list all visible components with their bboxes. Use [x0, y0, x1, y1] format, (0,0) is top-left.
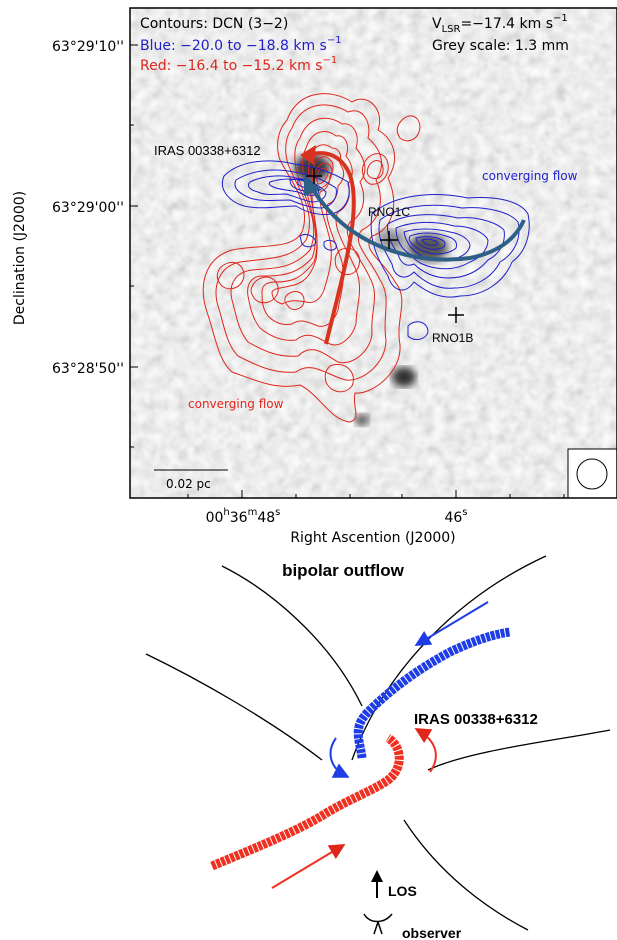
red-flow-arrow	[305, 151, 356, 345]
observer-label: observer	[402, 925, 462, 940]
label-converging-blue: converging flow	[482, 169, 578, 183]
ytick-label-2: 63°29'00''	[52, 200, 124, 216]
ytick-label-1: 63°29'10''	[52, 39, 124, 55]
label-iras: IRAS 00338+6312	[154, 143, 261, 158]
blue-flow-band	[353, 627, 511, 759]
greyscale-image	[130, 8, 617, 498]
red-flow-band	[210, 734, 404, 871]
xtick-label-1: 00h36m48s	[206, 507, 281, 526]
x-axis-ticks	[187, 490, 565, 498]
beam-ellipse	[576, 458, 608, 490]
source-markers	[306, 168, 464, 323]
schematic-iras-label: IRAS 00338+6312	[414, 711, 538, 728]
label-rno1b: RNO1B	[432, 331, 473, 345]
red-small-arc-arrow	[414, 727, 437, 773]
xlabel: Right Ascention (J2000)	[290, 530, 455, 546]
schematic-panel: bipolar outflow IRAS 00338+6312 LOS	[145, 555, 611, 940]
outflow-cavity-lines	[145, 555, 611, 931]
blue-small-arc-arrow	[329, 737, 350, 778]
legend-blue: Blue: −20.0 to −18.8 km s−1	[140, 35, 342, 54]
red-contours	[202, 93, 421, 423]
scalebar-label: 0.02 pc	[166, 477, 211, 491]
label-rno1c: RNO1C	[368, 205, 410, 219]
blue-arrowhead	[304, 174, 322, 196]
rno1c-cross	[380, 231, 398, 249]
ytick-label-3: 63°28'50''	[52, 361, 124, 377]
los-label: LOS	[388, 883, 417, 899]
y-axis-ticks	[130, 44, 138, 448]
ylabel: Declination (J2000)	[12, 191, 28, 325]
map-panel: IRAS 00338+6312 RNO1C RNO1B converging f…	[12, 7, 617, 546]
legend-contours: Contours: DCN (3−2)	[140, 16, 288, 32]
blue-straight-arrow	[414, 601, 489, 647]
blue-flow-arrow	[310, 186, 526, 262]
red-straight-arrow	[271, 843, 346, 889]
iras-cross	[306, 168, 322, 184]
schematic-title: bipolar outflow	[282, 561, 405, 580]
los-arrowhead	[371, 870, 383, 882]
red-arrowhead	[300, 145, 316, 165]
xtick-label-2: 46s	[444, 507, 467, 526]
beam-box	[567, 448, 617, 499]
legend-red: Red: −16.4 to −15.2 km s−1	[140, 55, 337, 74]
observer-eye-icon	[363, 913, 393, 935]
legend-grey-scale: Grey scale: 1.3 mm	[432, 38, 569, 54]
legend-vlsr: VLSR=−17.4 km s−1	[432, 13, 568, 35]
label-converging-red: converging flow	[188, 397, 284, 411]
map-frame	[129, 7, 617, 499]
flow-arrows	[300, 145, 526, 345]
rno1b-cross	[448, 307, 464, 323]
